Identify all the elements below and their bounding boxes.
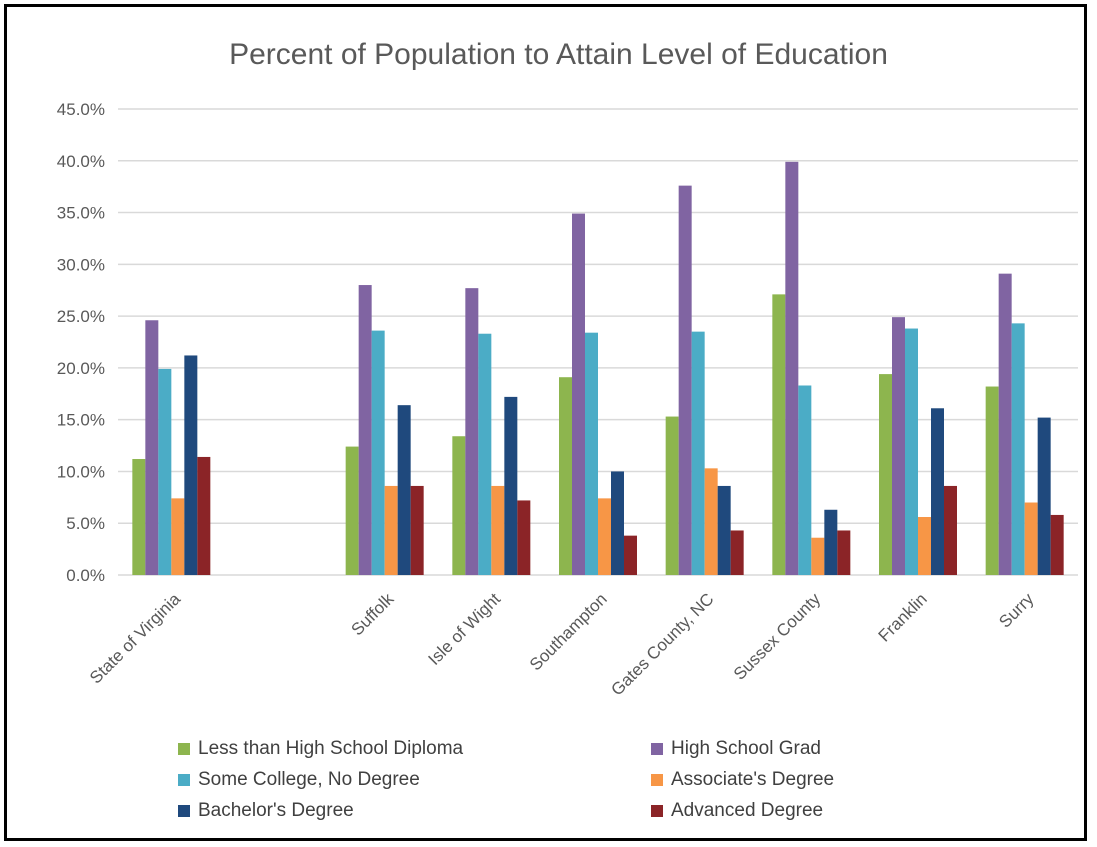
- bar: [358, 285, 372, 575]
- bar: [624, 535, 637, 575]
- legend-swatch: [651, 774, 663, 786]
- bar: [824, 509, 838, 575]
- bar: [158, 368, 172, 575]
- legend-swatch: [178, 743, 190, 755]
- x-tick-label: Isle of Wight: [425, 589, 505, 669]
- bar: [345, 446, 359, 575]
- legend-swatch: [651, 805, 663, 817]
- bar: [452, 436, 466, 575]
- bar: [1050, 514, 1064, 575]
- bar: [598, 498, 611, 575]
- bar: [730, 530, 744, 575]
- bars: [132, 161, 1064, 575]
- legend-item: Associate's Degree: [651, 769, 834, 791]
- legend-item: Advanced Degree: [651, 800, 823, 822]
- bar: [772, 294, 786, 575]
- bar: [371, 330, 385, 575]
- bar: [837, 530, 851, 575]
- bar: [410, 485, 424, 575]
- legend-swatch: [178, 805, 190, 817]
- x-axis-ticks: State of Virginia Suffolk Isle of Wight Sou…: [86, 589, 1038, 699]
- bar: [704, 468, 718, 575]
- bar: [717, 485, 731, 575]
- y-tick-label: 0.0%: [66, 566, 105, 585]
- chart-title: Percent of Population to Attain Level of…: [229, 38, 888, 71]
- y-axis-ticks: 0.0% 5.0% 10.0% 15.0% 20.0% 25.0% 30.0% 35.0% 40…: [57, 100, 105, 585]
- y-tick-label: 15.0%: [57, 411, 105, 430]
- bar: [918, 517, 931, 575]
- legend-swatch: [651, 743, 663, 755]
- x-tick-label: State of Virginia: [86, 589, 184, 687]
- legend-label: Some College, No Degree: [198, 769, 420, 790]
- bar: [132, 459, 146, 575]
- legend-item: Some College, No Degree: [178, 769, 420, 791]
- bar: [384, 485, 398, 575]
- bar: [504, 396, 518, 575]
- x-tick-label: Surry: [995, 589, 1038, 632]
- bar: [145, 320, 159, 575]
- bar: [491, 485, 505, 575]
- bar: [171, 498, 185, 575]
- bar: [611, 471, 624, 575]
- bar: [665, 416, 679, 575]
- legend-label: Advanced Degree: [671, 800, 824, 821]
- y-tick-label: 5.0%: [66, 514, 105, 533]
- bar: [931, 408, 944, 575]
- y-tick-label: 40.0%: [57, 152, 105, 171]
- bar: [1011, 323, 1025, 575]
- bar: [905, 328, 918, 575]
- y-tick-label: 35.0%: [57, 204, 105, 223]
- legend-swatch: [178, 774, 190, 786]
- y-tick-label: 10.0%: [57, 462, 105, 481]
- legend-item: High School Grad: [651, 738, 821, 760]
- bar: [678, 185, 692, 575]
- bar: [585, 332, 598, 575]
- bar: [798, 385, 812, 575]
- bar: [197, 456, 211, 575]
- bar: [1024, 502, 1038, 575]
- bar: [691, 331, 705, 575]
- bar: [559, 377, 572, 575]
- bar: [184, 355, 198, 575]
- bar: [1037, 417, 1051, 575]
- bar: [397, 405, 411, 575]
- legend-label: Less than High School Diploma: [198, 738, 464, 759]
- y-tick-label: 30.0%: [57, 255, 105, 274]
- legend-label: Associate's Degree: [671, 769, 835, 790]
- bar: [478, 333, 492, 575]
- legend-label: High School Grad: [671, 738, 821, 759]
- bar: [892, 317, 905, 575]
- bar: [944, 485, 957, 575]
- bar: [985, 386, 999, 575]
- y-tick-label: 20.0%: [57, 359, 105, 378]
- x-tick-label: Franklin: [875, 589, 931, 645]
- bar: [517, 500, 531, 575]
- bar: [879, 374, 892, 575]
- legend-label: Bachelor's Degree: [198, 800, 354, 821]
- bar: [785, 161, 799, 575]
- bar: [572, 213, 585, 575]
- legend-item: Less than High School Diploma: [178, 738, 463, 760]
- x-tick-label: Gates County, NC: [607, 589, 717, 699]
- legend-item: Bachelor's Degree: [178, 800, 354, 822]
- x-tick-label: Southampton: [526, 589, 611, 674]
- y-tick-label: 45.0%: [57, 100, 105, 119]
- bar: [998, 273, 1012, 575]
- y-tick-label: 25.0%: [57, 307, 105, 326]
- x-tick-label: Sussex County: [730, 589, 825, 684]
- bar: [465, 288, 479, 575]
- x-tick-label: Suffolk: [348, 589, 398, 639]
- bar: [811, 537, 825, 575]
